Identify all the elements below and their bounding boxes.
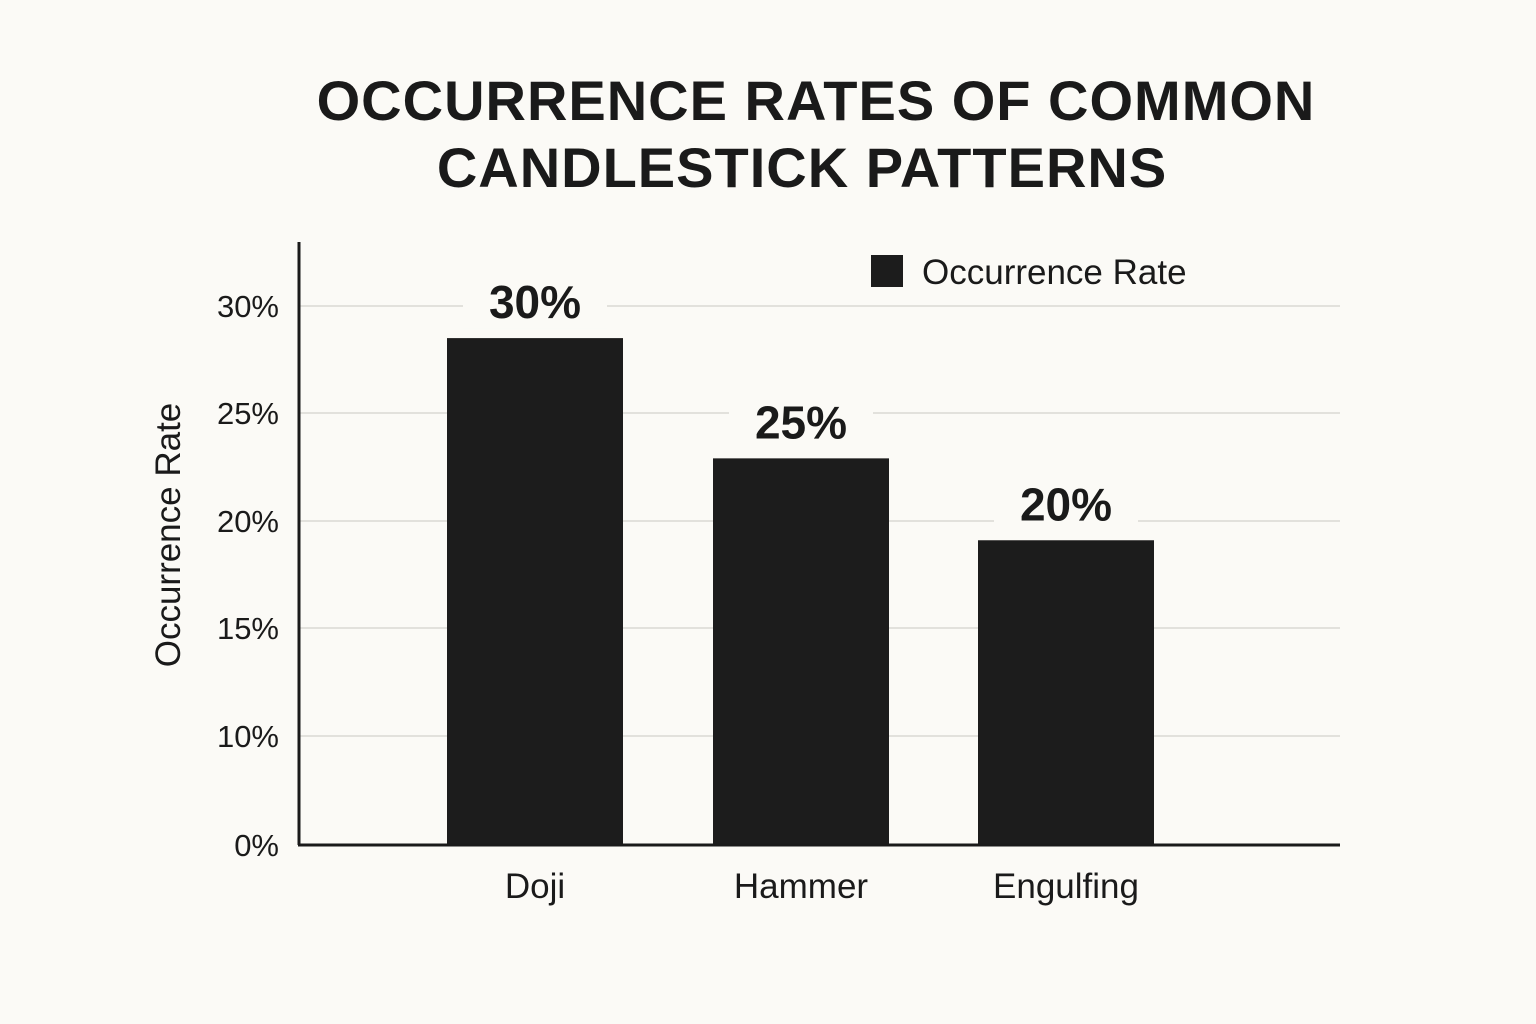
y-tick-label: 15%: [217, 611, 279, 646]
chart-title: OCCURRENCE RATES OF COMMON CANDLESTICK P…: [317, 69, 1316, 199]
data-labels: 30% 25% 20%: [463, 276, 1138, 531]
data-label-hammer: 25%: [755, 396, 847, 448]
bar-engulfing: [978, 540, 1154, 845]
y-tick-label: 0%: [234, 828, 279, 863]
legend-swatch: [871, 255, 903, 287]
y-axis-label: Occurrence Rate: [149, 403, 188, 668]
legend-label: Occurrence Rate: [922, 253, 1187, 292]
y-tick-label: 20%: [217, 504, 279, 539]
bar-hammer: [713, 458, 889, 845]
data-label-doji: 30%: [489, 276, 581, 328]
bars: [447, 338, 1154, 845]
chart-title-line-1: OCCURRENCE RATES OF COMMON: [317, 69, 1316, 132]
legend: Occurrence Rate: [871, 253, 1187, 292]
data-label-engulfing: 20%: [1020, 478, 1112, 530]
y-tick-label: 30%: [217, 289, 279, 324]
y-tick-label: 10%: [217, 719, 279, 754]
data-label-background: [729, 396, 873, 449]
bar-doji: [447, 338, 623, 845]
x-axis-categories: Doji Hammer Engulfing: [505, 867, 1139, 906]
y-axis-ticks: 0% 10% 15% 20% 25% 30%: [217, 289, 279, 863]
y-tick-label: 25%: [217, 396, 279, 431]
x-tick-label-hammer: Hammer: [734, 867, 869, 906]
data-label-background: [994, 478, 1138, 531]
data-label-background: [463, 276, 607, 329]
chart-title-line-2: CANDLESTICK PATTERNS: [437, 136, 1167, 199]
x-tick-label-doji: Doji: [505, 867, 565, 906]
x-tick-label-engulfing: Engulfing: [993, 867, 1139, 906]
